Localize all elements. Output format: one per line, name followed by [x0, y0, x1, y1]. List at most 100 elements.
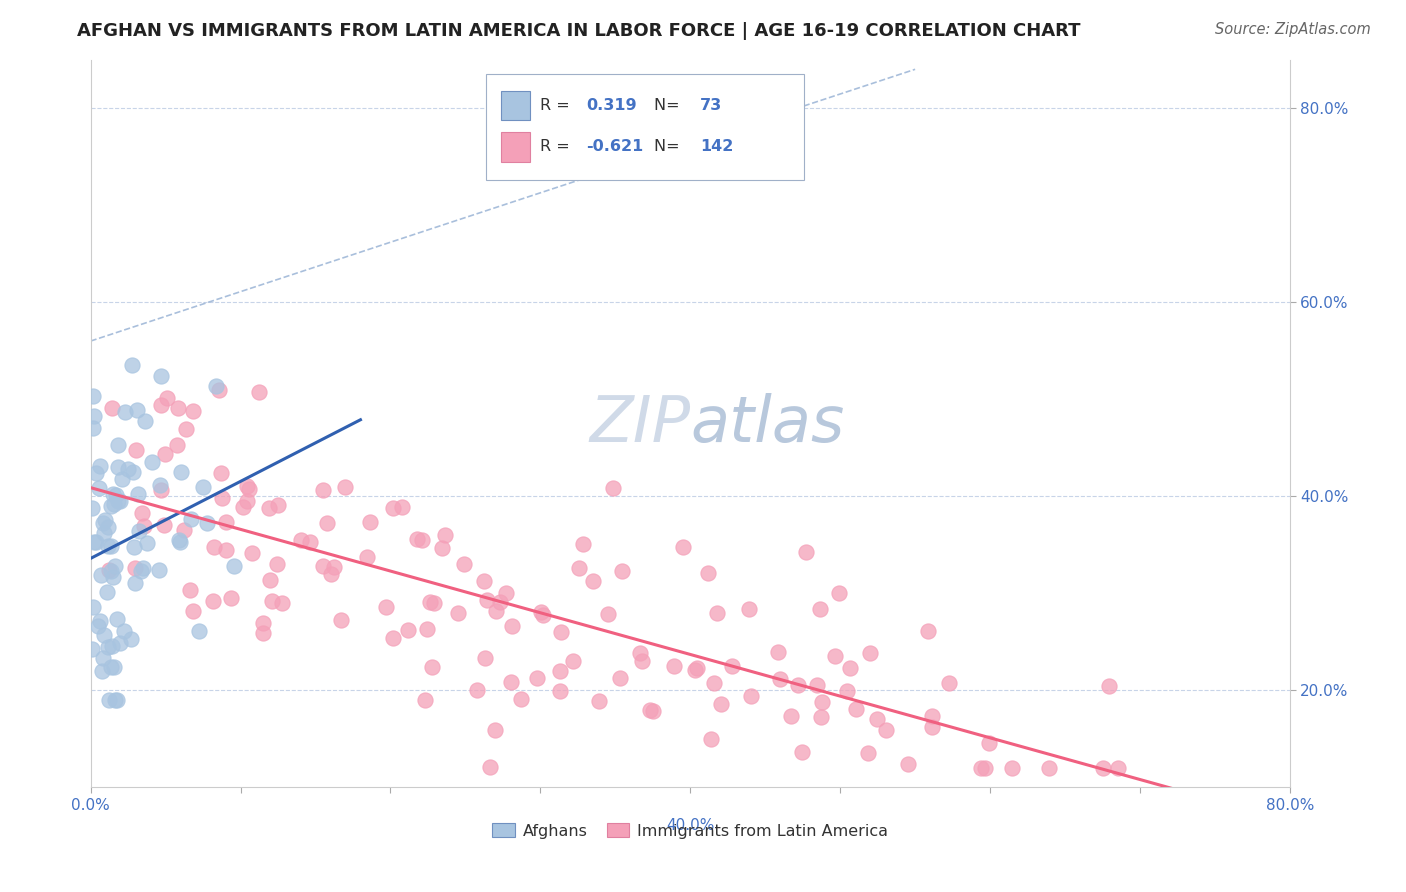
- Point: [413, 693, 436, 707]
- Point: [112, 624, 135, 638]
- Point: [710, 698, 733, 712]
- Point: [179, 582, 201, 597]
- Point: [124, 576, 146, 591]
- Point: [329, 613, 352, 627]
- Point: [430, 541, 453, 555]
- Point: [299, 535, 322, 549]
- Text: 0.319: 0.319: [586, 98, 637, 113]
- Point: [465, 683, 488, 698]
- Point: [1098, 679, 1121, 693]
- Point: [382, 631, 405, 645]
- Point: [195, 516, 218, 530]
- Point: [422, 596, 444, 610]
- Point: [472, 574, 495, 588]
- Point: [89, 459, 111, 474]
- Point: [1001, 761, 1024, 775]
- Point: [381, 501, 404, 516]
- Point: [612, 564, 634, 578]
- Point: [561, 654, 583, 668]
- FancyBboxPatch shape: [501, 132, 530, 161]
- Point: [247, 385, 270, 400]
- Point: [550, 684, 572, 698]
- Text: Source: ZipAtlas.com: Source: ZipAtlas.com: [1215, 22, 1371, 37]
- Point: [232, 500, 254, 515]
- Point: [806, 678, 828, 692]
- Point: [101, 639, 124, 653]
- Point: [166, 401, 188, 416]
- Point: [236, 494, 259, 508]
- Point: [495, 586, 517, 600]
- Text: R =: R =: [540, 98, 575, 113]
- Point: [107, 460, 129, 475]
- Point: [89, 481, 111, 495]
- Point: [82, 389, 104, 403]
- Point: [252, 626, 274, 640]
- Point: [259, 573, 281, 587]
- Point: [128, 524, 150, 538]
- Point: [484, 723, 506, 737]
- Point: [865, 712, 887, 726]
- Point: [740, 690, 762, 704]
- Point: [1092, 761, 1115, 775]
- Point: [609, 671, 631, 685]
- Point: [82, 501, 104, 516]
- Point: [672, 540, 695, 554]
- Point: [683, 663, 706, 677]
- Point: [356, 550, 378, 565]
- Point: [97, 640, 120, 655]
- Point: [181, 604, 204, 618]
- Point: [169, 535, 191, 549]
- Point: [702, 675, 724, 690]
- Point: [131, 506, 153, 520]
- Point: [107, 493, 129, 508]
- Point: [447, 606, 470, 620]
- Point: [875, 723, 897, 737]
- Point: [548, 665, 571, 679]
- Point: [453, 557, 475, 571]
- Point: [266, 558, 288, 572]
- Text: ZIP: ZIP: [589, 392, 690, 455]
- Point: [156, 392, 179, 406]
- Point: [93, 513, 115, 527]
- Text: 142: 142: [700, 139, 733, 154]
- Point: [236, 479, 259, 493]
- Point: [969, 761, 991, 775]
- Point: [188, 624, 211, 638]
- Point: [209, 467, 232, 481]
- Text: 73: 73: [700, 98, 723, 113]
- Point: [84, 467, 107, 481]
- Point: [706, 606, 728, 620]
- Point: [808, 602, 831, 616]
- Point: [938, 676, 960, 690]
- Point: [697, 566, 720, 581]
- Point: [83, 535, 105, 549]
- Point: [474, 650, 496, 665]
- Point: [89, 614, 111, 628]
- Point: [222, 559, 245, 574]
- Point: [415, 622, 437, 636]
- Point: [721, 659, 744, 673]
- Point: [290, 533, 312, 547]
- Point: [97, 693, 120, 707]
- Point: [312, 559, 335, 574]
- Point: [530, 606, 553, 620]
- Point: [766, 645, 789, 659]
- Point: [100, 401, 122, 415]
- Point: [811, 695, 834, 709]
- Point: [828, 586, 851, 600]
- Point: [202, 540, 225, 554]
- Point: [631, 654, 654, 668]
- Point: [120, 632, 142, 647]
- Point: [211, 491, 233, 505]
- Point: [567, 560, 589, 574]
- Point: [596, 607, 619, 621]
- Point: [257, 501, 280, 516]
- Point: [150, 398, 173, 412]
- Point: [136, 535, 159, 549]
- Point: [150, 483, 173, 498]
- Point: [170, 465, 193, 479]
- Point: [108, 636, 131, 650]
- Point: [148, 563, 170, 577]
- Point: [122, 465, 145, 479]
- Point: [103, 570, 125, 584]
